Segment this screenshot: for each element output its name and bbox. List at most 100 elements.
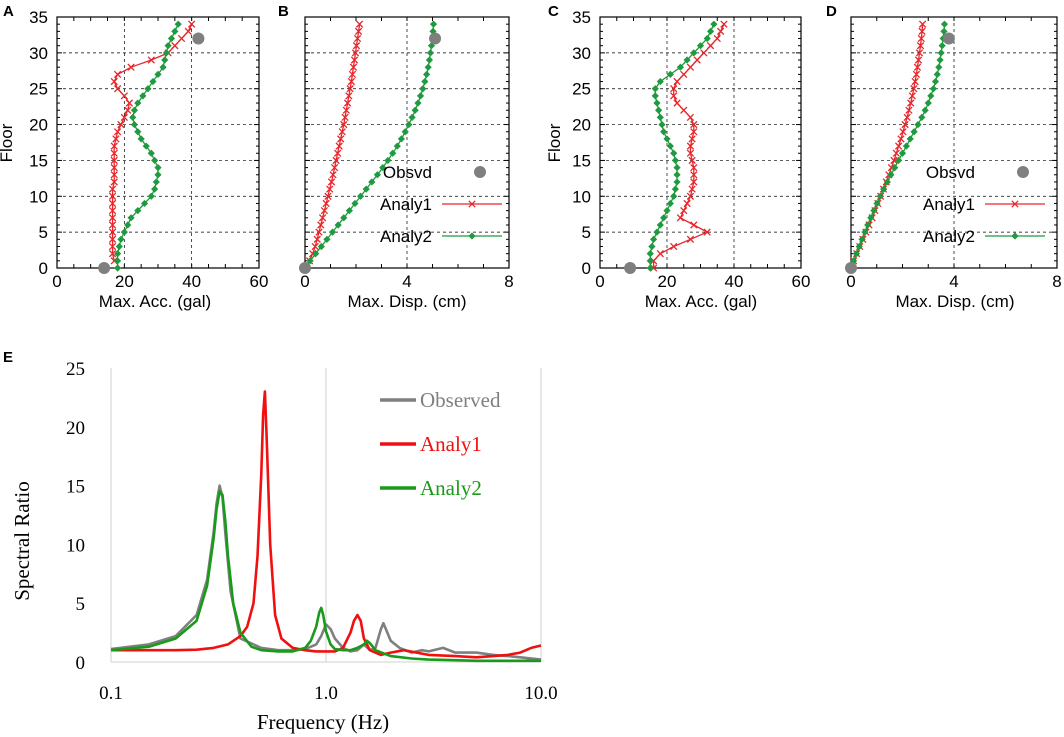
data-point (671, 156, 679, 165)
data-point (324, 192, 332, 200)
data-point (849, 257, 858, 265)
y-tick-label: 0 (39, 259, 48, 278)
data-point (710, 20, 718, 28)
data-point (389, 149, 397, 157)
data-point (905, 106, 913, 114)
data-point (379, 164, 387, 172)
data-point (653, 99, 661, 107)
data-point (108, 206, 117, 215)
data-point (937, 49, 945, 57)
legend-label: Analy2 (380, 227, 432, 246)
data-point (343, 99, 352, 107)
data-point (940, 27, 948, 35)
panel-letter: E (3, 349, 13, 366)
data-point (427, 42, 436, 50)
data-point (414, 99, 422, 107)
data-point (110, 142, 118, 150)
legend-marker (468, 200, 476, 208)
data-point (693, 56, 701, 64)
data-point (338, 128, 346, 136)
observed-point (624, 262, 637, 274)
series-line (850, 24, 924, 269)
legend-label: Analy1 (923, 195, 975, 214)
data-point (423, 70, 431, 78)
data-point (171, 42, 179, 50)
y-tick-label: 15 (572, 151, 591, 170)
data-point (327, 178, 336, 186)
data-point (696, 42, 705, 50)
series-analy2 (110, 490, 541, 663)
y-tick-label: 25 (29, 80, 48, 99)
x-tick-label: 8 (1052, 272, 1061, 291)
data-point (929, 85, 937, 93)
x-tick-label: 0.1 (99, 683, 123, 704)
x-tick-label: 40 (725, 272, 744, 291)
data-point (130, 106, 139, 114)
data-point (673, 178, 681, 186)
y-tick-label: 35 (572, 8, 591, 27)
data-point (666, 199, 674, 208)
data-point (867, 214, 875, 222)
data-point (686, 113, 695, 122)
series-analy1 (108, 20, 196, 265)
series-analy2 (646, 20, 718, 272)
data-point (349, 63, 358, 71)
data-point (112, 135, 120, 143)
data-point (354, 27, 363, 36)
data-point (161, 56, 169, 64)
data-point (880, 185, 888, 193)
data-point (720, 20, 728, 28)
data-point (676, 214, 685, 222)
y-tick-label: 15 (66, 477, 85, 498)
data-point (936, 56, 944, 64)
data-point (322, 199, 330, 208)
data-point (670, 149, 678, 157)
data-point (130, 120, 139, 129)
data-point (706, 27, 715, 35)
data-point (334, 221, 342, 229)
series-obsvd (624, 262, 637, 274)
x-axis-label: Max. Disp. (cm) (348, 292, 467, 311)
data-point (656, 221, 664, 229)
legend-label: Analy1 (380, 195, 432, 214)
data-point (651, 85, 659, 93)
series-analy2 (114, 20, 182, 272)
data-point (931, 77, 940, 86)
data-point (188, 20, 196, 28)
legend-marker (468, 232, 476, 240)
data-point (329, 171, 337, 179)
data-point (151, 156, 159, 165)
data-point (134, 128, 142, 136)
data-point (686, 235, 695, 243)
data-point (333, 149, 342, 157)
data-point (127, 214, 135, 222)
data-point (903, 113, 911, 122)
data-point (152, 178, 160, 186)
data-point (906, 135, 914, 143)
legend-label: Obsvd (383, 163, 432, 182)
panel-letter: D (826, 3, 837, 20)
data-point (914, 120, 922, 129)
data-point (676, 63, 684, 71)
y-tick-label: 10 (29, 187, 48, 206)
data-point (125, 99, 134, 107)
data-point (660, 128, 668, 136)
x-tick-label: 0 (52, 272, 61, 291)
data-point (656, 77, 664, 86)
plot-frame (304, 16, 510, 269)
data-point (108, 242, 117, 251)
data-point (323, 235, 331, 243)
data-point (686, 63, 695, 71)
data-point (108, 249, 117, 258)
data-point (134, 207, 142, 215)
data-point (656, 113, 664, 121)
x-tick-label: 4 (949, 272, 958, 291)
data-point (683, 56, 691, 64)
data-point (670, 92, 678, 100)
data-point (690, 128, 698, 136)
data-point (918, 27, 926, 36)
data-point (177, 34, 186, 43)
data-point (861, 228, 869, 236)
data-point (355, 20, 364, 28)
